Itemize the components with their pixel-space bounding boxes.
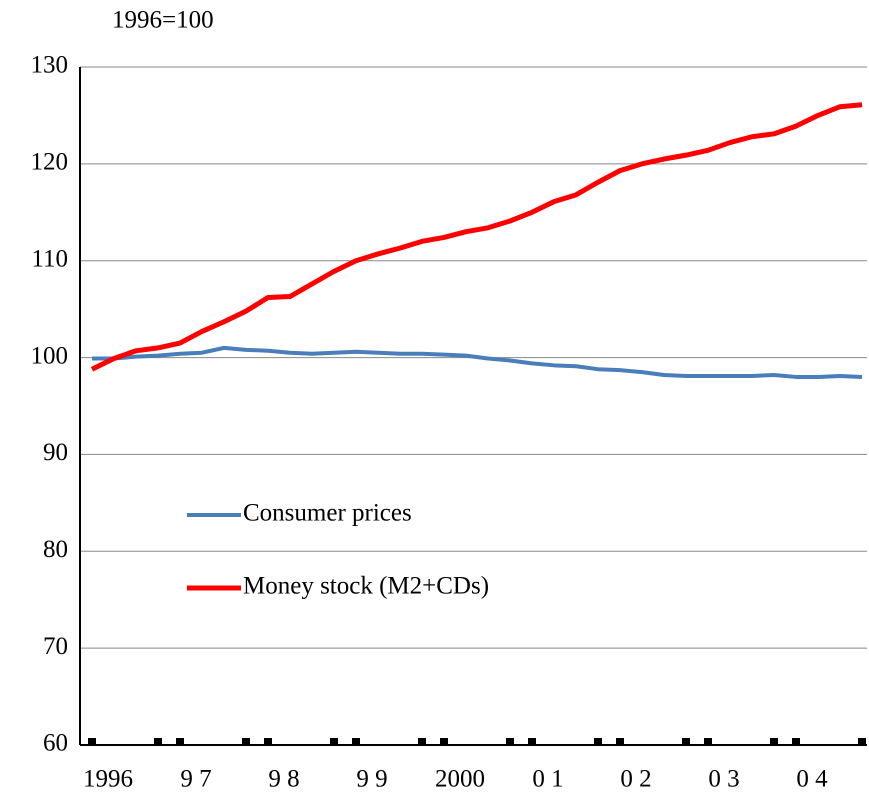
- x-tick: [858, 738, 866, 745]
- x-tick-label: 0 2: [620, 766, 651, 793]
- x-tick: [264, 738, 272, 745]
- x-tick: [242, 738, 250, 745]
- x-tick: [418, 738, 426, 745]
- y-tick-label: 60: [43, 730, 68, 757]
- series-line: [92, 345, 863, 379]
- x-tick: [440, 738, 448, 745]
- x-tick: [704, 738, 712, 745]
- x-tick-label: 1996: [83, 766, 133, 793]
- x-tick-label: 0 3: [708, 766, 739, 793]
- x-tick-label: 2000: [435, 766, 485, 793]
- legend-label: Consumer prices: [243, 500, 412, 527]
- y-tick-label: 90: [43, 439, 68, 466]
- y-tick-label: 110: [31, 245, 68, 272]
- x-tick: [330, 738, 338, 745]
- series-line: [90, 102, 863, 372]
- x-tick: [682, 738, 690, 745]
- x-tick: [352, 738, 360, 745]
- x-tick: [506, 738, 514, 745]
- x-tick-label: 0 4: [796, 766, 828, 793]
- y-unit-label: 1996=100: [112, 7, 214, 34]
- x-tick: [176, 738, 184, 745]
- y-tick-label: 80: [43, 536, 68, 563]
- x-tick-label: 9 7: [180, 766, 211, 793]
- x-tick-label: 9 8: [268, 766, 299, 793]
- y-tick-label: 100: [31, 342, 69, 369]
- x-tick: [770, 738, 778, 745]
- x-tick: [154, 738, 162, 745]
- y-tick-label: 70: [43, 633, 68, 660]
- x-tick: [528, 738, 536, 745]
- x-tick-label: 0 1: [532, 766, 563, 793]
- legend-label: Money stock (M2+CDs): [243, 573, 489, 600]
- x-tick-label: 9 9: [356, 766, 387, 793]
- x-tick: [792, 738, 800, 745]
- x-tick: [594, 738, 602, 745]
- x-tick: [88, 738, 96, 745]
- y-tick-label: 130: [31, 52, 69, 79]
- x-tick: [616, 738, 624, 745]
- y-tick-label: 120: [31, 149, 69, 176]
